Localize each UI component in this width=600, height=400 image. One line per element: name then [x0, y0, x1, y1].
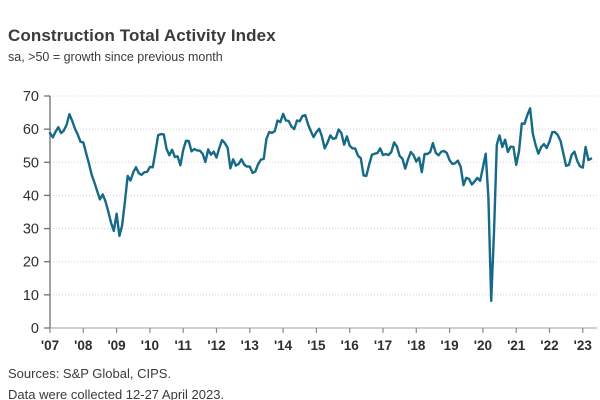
page-title: Construction Total Activity Index [8, 26, 276, 45]
svg-text:'09: '09 [107, 338, 125, 353]
svg-text:60: 60 [23, 122, 39, 138]
svg-text:0: 0 [31, 321, 39, 337]
chart-subtitle: sa, >50 = growth since previous month [8, 50, 223, 64]
activity-index-line [48, 107, 593, 302]
svg-text:'22: '22 [540, 338, 558, 353]
svg-text:'07: '07 [41, 338, 59, 353]
svg-text:20: 20 [23, 255, 39, 271]
svg-text:'13: '13 [241, 338, 260, 353]
svg-text:'21: '21 [507, 338, 526, 353]
svg-text:10: 10 [23, 288, 39, 304]
svg-text:'19: '19 [440, 338, 458, 353]
svg-text:50: 50 [23, 155, 39, 171]
svg-text:'14: '14 [274, 338, 293, 353]
svg-text:'12: '12 [207, 338, 225, 353]
svg-text:30: 30 [23, 222, 39, 238]
svg-text:'10: '10 [141, 338, 159, 353]
svg-text:'11: '11 [174, 338, 192, 353]
x-axis [49, 327, 597, 333]
sources-note: Sources: S&P Global, CIPS. [8, 366, 172, 381]
collection-note: Data were collected 12-27 April 2023. [8, 387, 225, 400]
svg-text:70: 70 [23, 89, 39, 105]
svg-text:'17: '17 [374, 338, 392, 353]
svg-text:'18: '18 [407, 338, 426, 353]
svg-text:'23: '23 [574, 338, 593, 353]
svg-text:40: 40 [23, 188, 39, 204]
svg-text:'15: '15 [307, 338, 326, 353]
svg-text:'16: '16 [341, 338, 360, 353]
y-axis [44, 95, 51, 329]
gridlines [50, 95, 597, 296]
svg-text:'20: '20 [474, 338, 492, 353]
y-tick-labels: 0 10 20 30 40 50 60 70 [23, 89, 39, 337]
svg-text:'08: '08 [74, 338, 93, 353]
x-tick-labels: '07 '08 '09 '10 '11 '12 '13 '14 '15 '16 '17 '18 '19 '… [41, 338, 593, 353]
